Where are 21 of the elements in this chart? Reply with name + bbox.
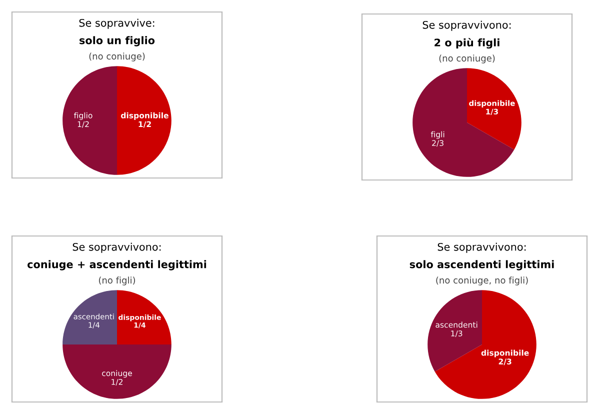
text: (no coniuge) bbox=[89, 52, 145, 62]
chart-subtitle: 2 o più figli bbox=[434, 38, 500, 49]
pie-slice bbox=[117, 66, 172, 175]
text: (no coniuge, no figli) bbox=[436, 276, 528, 286]
chart-title: Se sopravvivono: bbox=[72, 242, 161, 253]
chart-subtitle: solo un figlio bbox=[80, 36, 155, 46]
chart-title: Se sopravvivono: bbox=[422, 20, 511, 31]
pie-slice bbox=[62, 290, 117, 344]
text: (no figli) bbox=[98, 276, 136, 286]
pie-slice bbox=[117, 290, 172, 344]
chart-subtitle: coniuge + ascendenti legittimi bbox=[28, 260, 206, 270]
pie-slice bbox=[467, 68, 522, 150]
pie-slice bbox=[434, 290, 536, 399]
chart-title: Se sopravvive: bbox=[79, 18, 154, 29]
chart-subtitle: solo ascendenti legittimi bbox=[410, 260, 554, 270]
pie-slice bbox=[62, 344, 172, 399]
pie-slice bbox=[62, 66, 117, 175]
pie-slice bbox=[428, 290, 482, 372]
chart-title: Se sopravvivono: bbox=[438, 242, 526, 253]
text: (no coniuge) bbox=[439, 54, 495, 64]
pie-slice bbox=[412, 68, 514, 177]
